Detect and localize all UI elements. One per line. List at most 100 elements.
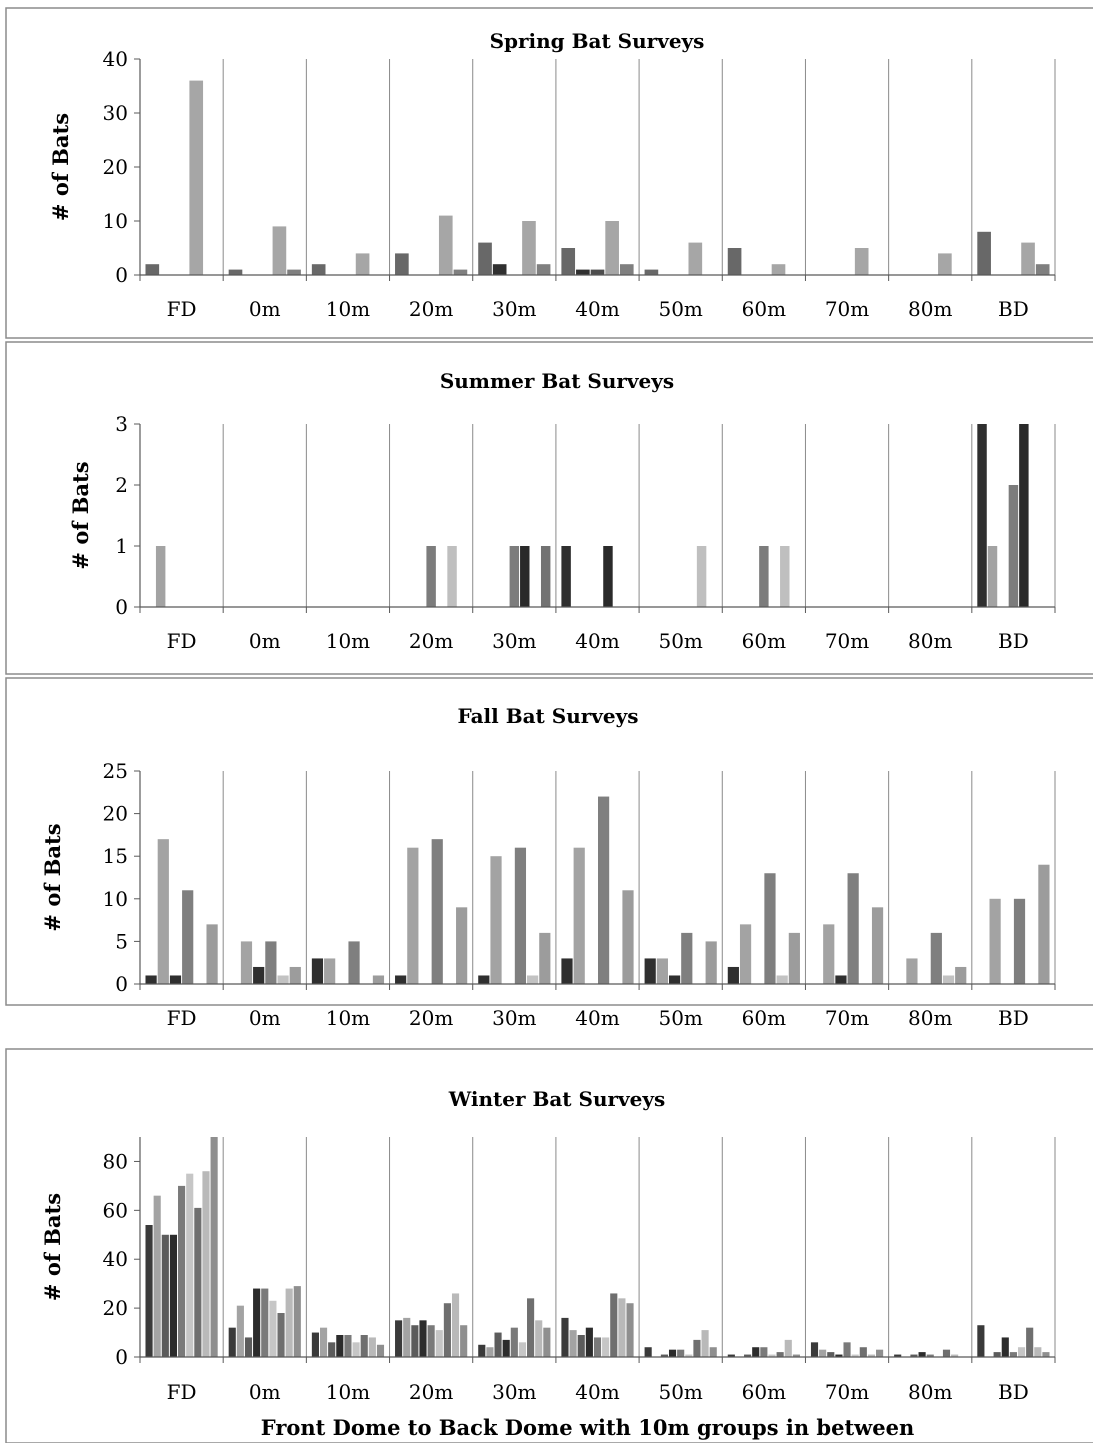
x-category-label: BD	[998, 297, 1029, 321]
bar	[819, 1349, 827, 1357]
x-category-label: 20m	[409, 1006, 453, 1030]
panel-border	[5, 341, 1093, 675]
x-category-label: 50m	[658, 1006, 702, 1030]
bar	[478, 242, 492, 275]
bar	[368, 1337, 376, 1357]
bar	[189, 80, 204, 275]
chart-title: Fall Bat Surveys	[457, 704, 638, 728]
bar	[210, 1137, 218, 1357]
bar	[823, 924, 835, 984]
bar	[693, 1339, 701, 1357]
bar	[456, 907, 468, 984]
bar	[403, 1317, 411, 1357]
x-category-label: 30m	[492, 1380, 536, 1404]
bar	[593, 1337, 602, 1357]
bar	[576, 269, 590, 275]
bar	[993, 1352, 1001, 1357]
x-category-label: 80m	[908, 1006, 952, 1030]
bar	[186, 1173, 194, 1357]
chart-panel-4: Winter Bat Surveys # of Bats 0 20 40 60 80 FD 0m…	[5, 1048, 1093, 1443]
bar	[514, 847, 527, 984]
bar	[1021, 242, 1035, 275]
bar	[727, 248, 742, 275]
bar	[206, 924, 218, 984]
x-category-label: 30m	[492, 1006, 536, 1030]
bar	[328, 1342, 336, 1357]
bar	[1034, 1347, 1042, 1357]
bar	[918, 1352, 926, 1357]
bar	[157, 839, 169, 984]
x-category-label: 0m	[249, 629, 281, 653]
bar	[169, 975, 182, 984]
y-tick-label: 0	[115, 1345, 128, 1369]
bar	[739, 924, 752, 984]
bar	[744, 1354, 752, 1357]
bar	[590, 269, 605, 275]
bar	[727, 1354, 735, 1357]
bar	[522, 221, 536, 275]
bar	[677, 1349, 685, 1357]
x-category-label: 30m	[492, 629, 536, 653]
y-tick-label: 10	[103, 887, 128, 911]
bar	[419, 1320, 427, 1357]
bar	[348, 941, 360, 984]
y-tick-label: 3	[115, 412, 128, 436]
y-tick-label: 5	[115, 929, 128, 953]
y-tick-label: 20	[103, 802, 128, 826]
bar	[277, 1313, 285, 1357]
bar	[561, 1317, 569, 1357]
bar	[618, 1298, 626, 1357]
bar	[293, 1286, 301, 1357]
bar	[727, 966, 739, 984]
panel-border	[5, 7, 1093, 339]
y-tick-label: 0	[115, 972, 128, 996]
bar	[685, 1354, 693, 1357]
bar	[492, 264, 507, 275]
y-axis-label: # of Bats	[48, 113, 73, 221]
x-category-label: FD	[167, 297, 197, 321]
bar	[244, 1337, 253, 1357]
bar	[705, 941, 717, 984]
y-tick-label: 20	[103, 1296, 128, 1320]
bar	[835, 975, 847, 984]
bar	[577, 1335, 585, 1357]
bar	[843, 1342, 851, 1357]
x-category-label: 80m	[908, 629, 952, 653]
bar	[644, 958, 656, 984]
x-category-label: 20m	[409, 297, 453, 321]
x-category-label: BD	[998, 1380, 1029, 1404]
x-category-label: 30m	[492, 297, 536, 321]
bar	[431, 839, 443, 984]
bar	[520, 546, 530, 607]
bar	[688, 242, 703, 275]
bar	[1038, 864, 1050, 984]
bar	[253, 966, 265, 984]
bar	[619, 264, 634, 275]
bar	[372, 975, 385, 984]
x-category-label: 10m	[326, 297, 370, 321]
bar	[603, 546, 613, 607]
y-axis-label: # of Bats	[40, 1193, 65, 1301]
bar	[977, 231, 991, 275]
bar	[478, 1344, 486, 1357]
panel-border	[5, 1048, 1093, 1443]
bar	[269, 1300, 277, 1357]
chart-panel-2: Summer Bat Surveys # of Bats 0 1 2 3 FD 0m 10m 20…	[5, 341, 1093, 675]
bar	[145, 1225, 153, 1357]
y-tick-label: 0	[115, 595, 128, 619]
y-axis-label: # of Bats	[68, 461, 93, 569]
bar	[336, 1335, 344, 1357]
x-category-label: 50m	[658, 1380, 702, 1404]
bar	[827, 1352, 835, 1357]
bar	[788, 932, 800, 984]
bar	[153, 1195, 161, 1357]
bar	[989, 898, 1001, 984]
bar	[527, 1298, 535, 1357]
bar	[759, 546, 769, 607]
bar	[265, 941, 277, 984]
bar	[277, 975, 289, 984]
bar	[561, 546, 571, 607]
chart-title: Winter Bat Surveys	[448, 1087, 666, 1111]
bar	[1035, 264, 1050, 275]
x-category-label: FD	[167, 1006, 197, 1030]
